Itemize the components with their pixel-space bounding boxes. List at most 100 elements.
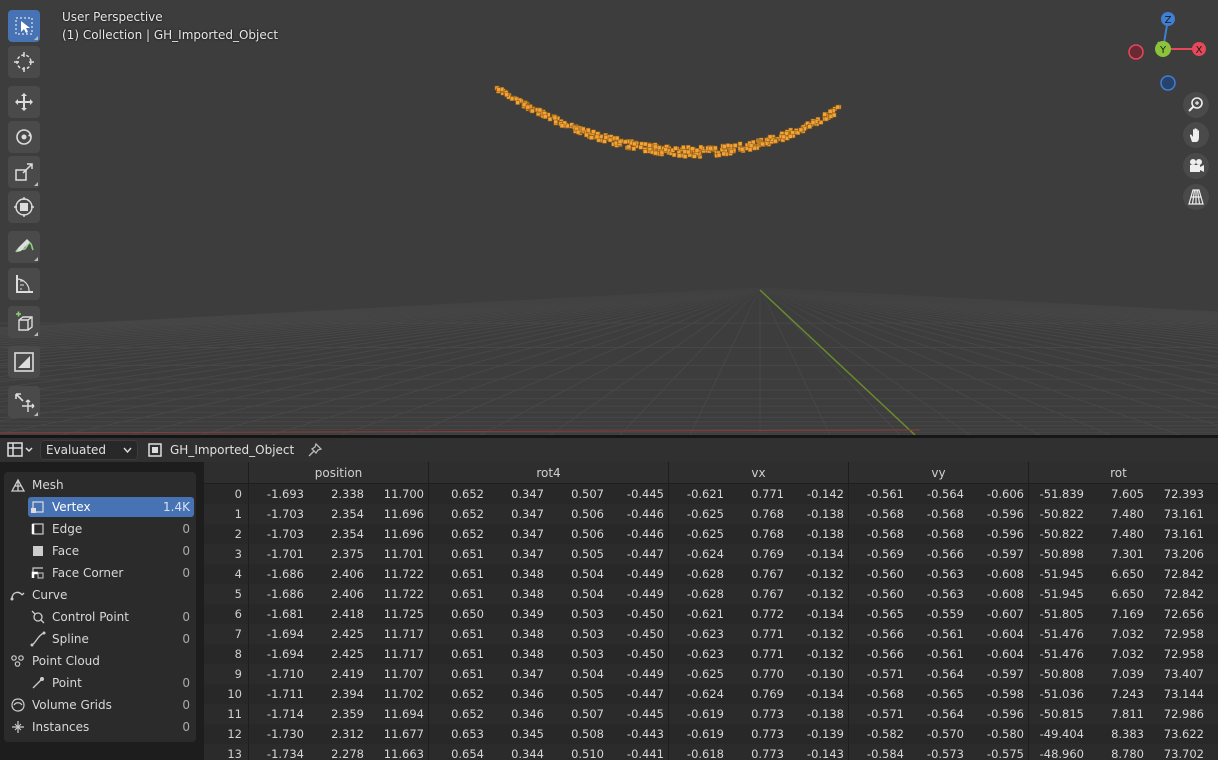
table-row[interactable]: 10 -1.711 2.394 11.702 0.652 0.346 0.505 -0.447…	[204, 684, 1218, 704]
column-header-rot[interactable]: rot	[1028, 462, 1208, 484]
table-row[interactable]: 8 -1.694 2.425 11.717 0.651 0.348 0.503 -0.450 -…	[204, 644, 1218, 664]
cursor-tool[interactable]	[8, 46, 40, 78]
column-separator	[248, 462, 249, 760]
column-header-vy[interactable]: vy	[848, 462, 1028, 484]
tree-item-label: Edge	[52, 522, 83, 536]
cell-rot4: 0.507	[571, 707, 604, 721]
row-index: 5	[234, 587, 242, 601]
cell-vy: -0.604	[986, 647, 1024, 661]
table-row[interactable]: 12 -1.730 2.312 11.677 0.653 0.345 0.508 -0.443…	[204, 724, 1218, 744]
cell-rot4: 0.652	[451, 527, 484, 541]
editor-type-button[interactable]	[6, 440, 34, 460]
cell-vy: -0.564	[926, 707, 964, 721]
table-row[interactable]: 7 -1.694 2.425 11.717 0.651 0.348 0.503 -0.450 -…	[204, 624, 1218, 644]
cell-vx: 0.771	[751, 627, 784, 641]
perspective-toggle-button[interactable]	[1183, 184, 1209, 210]
object-context: GH_Imported_Object	[148, 443, 294, 457]
spreadsheet-header: Evaluated GH_Imported_Object	[0, 438, 1218, 462]
area-divider[interactable]	[0, 435, 1218, 438]
table-row[interactable]: 13 -1.734 2.278 11.663 0.654 0.344 0.510 -0.441…	[204, 744, 1218, 760]
tree-item-count: 0	[182, 676, 190, 690]
cell-rot4: 0.651	[451, 587, 484, 601]
x-axis-icon[interactable]	[1192, 42, 1206, 56]
face-corner-icon	[31, 567, 44, 579]
tree-item-instances[interactable]: Instances 0	[8, 717, 194, 737]
rotate-tool[interactable]	[8, 121, 40, 153]
measure-tool[interactable]	[8, 268, 40, 300]
zoom-button[interactable]	[1183, 92, 1209, 118]
table-row[interactable]: 6 -1.681 2.418 11.725 0.650 0.349 0.503 -0.450 -…	[204, 604, 1218, 624]
move-tool[interactable]	[8, 86, 40, 118]
table-row[interactable]: 1 -1.703 2.354 11.696 0.652 0.347 0.506 -0.446 -…	[204, 504, 1218, 524]
x-axis-line	[0, 429, 921, 434]
tree-item-face[interactable]: Face 0	[28, 541, 194, 561]
tree-item-point[interactable]: Point 0	[28, 673, 194, 693]
cell-vy: -0.596	[986, 527, 1024, 541]
point-icon	[32, 677, 44, 689]
object-icon	[148, 443, 162, 457]
tree-item-control-point[interactable]: Control Point 0	[28, 607, 194, 627]
table-row[interactable]: 4 -1.686 2.406 11.722 0.651 0.348 0.504 -0.449 -…	[204, 564, 1218, 584]
tree-item-curve[interactable]: Curve	[8, 585, 194, 605]
table-row[interactable]: 3 -1.701 2.375 11.701 0.651 0.347 0.505 -0.447 -…	[204, 544, 1218, 564]
cell-position: 2.354	[331, 507, 364, 521]
cell-position: 11.717	[383, 627, 424, 641]
cell-position: -1.703	[266, 527, 304, 541]
point-cloud	[494, 85, 842, 159]
row-index: 2	[234, 527, 242, 541]
cell-rot4: 0.650	[451, 607, 484, 621]
neg-x-axis-icon[interactable]	[1128, 44, 1144, 60]
annotate-tool[interactable]	[8, 231, 40, 263]
evaluation-mode-select[interactable]: Evaluated	[40, 440, 138, 460]
add-cube-tool[interactable]	[8, 306, 40, 338]
table-row[interactable]: 11 -1.714 2.359 11.694 0.652 0.346 0.507 -0.445…	[204, 704, 1218, 724]
table-row[interactable]: 0 -1.693 2.338 11.700 0.652 0.347 0.507 -0.445 -…	[204, 484, 1218, 504]
column-header-position[interactable]: position	[248, 462, 428, 484]
neg-z-axis-icon[interactable]	[1160, 75, 1176, 91]
3d-viewport[interactable]: User Perspective (1) Collection | GH_Imp…	[0, 0, 1218, 435]
select-box-tool[interactable]	[8, 10, 40, 42]
table-row[interactable]: 5 -1.686 2.406 11.722 0.651 0.348 0.504 -0.449 -…	[204, 584, 1218, 604]
z-axis-icon[interactable]	[1161, 12, 1175, 26]
tree-item-face-corner[interactable]: Face Corner 0	[28, 563, 194, 583]
pin-icon[interactable]	[308, 443, 323, 457]
tree-item-count: 0	[182, 610, 190, 624]
tree-item-edge[interactable]: Edge 0	[28, 519, 194, 539]
vertex-icon	[31, 501, 44, 513]
spreadsheet-table[interactable]: position rot4 vx vy rot 0 -1.693 2.338 11.700 0.…	[204, 462, 1218, 760]
tree-item-spline[interactable]: Spline 0	[28, 629, 194, 649]
shrink-fatten-tool[interactable]	[8, 346, 40, 378]
cell-vx: -0.132	[806, 627, 844, 641]
cell-vx: -0.618	[686, 747, 724, 760]
mesh-icon	[10, 478, 26, 492]
cell-rot: 7.039	[1111, 667, 1144, 681]
pan-button[interactable]	[1183, 122, 1209, 148]
cell-rot: -50.898	[1039, 547, 1084, 561]
cell-position: -1.686	[266, 567, 304, 581]
tree-item-volume-grids[interactable]: Volume Grids 0	[8, 695, 194, 715]
tree-item-vertex[interactable]: Vertex 1.4K	[28, 497, 194, 517]
cell-rot: -51.036	[1039, 687, 1084, 701]
column-header-rot4[interactable]: rot4	[428, 462, 668, 484]
y-axis-icon[interactable]	[1155, 41, 1171, 57]
tree-item-point-cloud[interactable]: Point Cloud	[8, 651, 194, 671]
transform-tool[interactable]	[8, 191, 40, 223]
cell-rot4: -0.441	[626, 747, 664, 760]
tree-item-count: 0	[182, 720, 190, 734]
view-name: User Perspective	[62, 10, 163, 24]
table-row[interactable]: 2 -1.703 2.354 11.696 0.652 0.347 0.506 -0.446 -…	[204, 524, 1218, 544]
navigation-gizmo[interactable]: Y Z X	[1120, 8, 1210, 93]
cell-vx: 0.770	[751, 667, 784, 681]
tree-item-mesh[interactable]: Mesh	[8, 475, 194, 495]
table-row[interactable]: 9 -1.710 2.419 11.707 0.651 0.347 0.504 -0.449 -…	[204, 664, 1218, 684]
row-index: 6	[234, 607, 242, 621]
cell-vx: 0.769	[751, 687, 784, 701]
cell-rot: 6.650	[1111, 567, 1144, 581]
shear-tool[interactable]	[8, 386, 40, 418]
tree-item-label: Control Point	[52, 610, 129, 624]
scale-tool[interactable]	[8, 156, 40, 188]
column-header-vx[interactable]: vx	[668, 462, 848, 484]
camera-view-button[interactable]	[1183, 153, 1209, 179]
gizmo-y-label: Y	[1159, 45, 1167, 56]
cell-position: 2.406	[331, 567, 364, 581]
